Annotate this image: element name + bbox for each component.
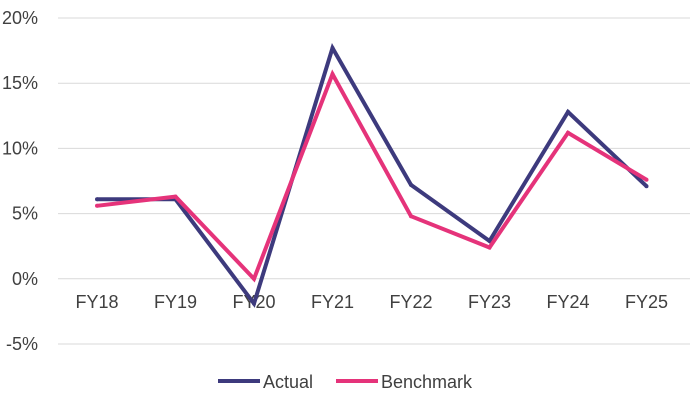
data-point-benchmark — [95, 203, 99, 208]
data-point-benchmark — [252, 276, 256, 281]
y-tick-label: 20% — [2, 8, 38, 28]
series-line-benchmark — [96, 69, 648, 283]
series-lines — [95, 43, 649, 308]
y-tick-label: 5% — [12, 204, 38, 224]
data-point-actual — [566, 109, 570, 114]
data-point-actual — [330, 45, 335, 50]
data-point-actual — [95, 197, 99, 202]
y-tick-label: 15% — [2, 73, 38, 93]
data-point-benchmark — [566, 130, 570, 135]
data-point-actual — [487, 238, 492, 243]
data-point-benchmark — [644, 177, 649, 182]
data-point-actual — [409, 182, 413, 187]
data-point-benchmark — [330, 72, 335, 77]
legend-label-benchmark: Benchmark — [381, 372, 473, 392]
x-tick-label: FY21 — [311, 292, 354, 312]
gridlines — [58, 17, 690, 345]
legend-label-actual: Actual — [263, 372, 313, 392]
data-point-actual — [252, 301, 256, 306]
y-tick-label: 0% — [12, 269, 38, 289]
data-point-actual — [644, 184, 649, 189]
x-tick-label: FY22 — [389, 292, 432, 312]
x-tick-label: FY24 — [546, 292, 589, 312]
x-tick-label: FY18 — [75, 292, 118, 312]
x-tick-label: FY19 — [154, 292, 197, 312]
x-tick-label: FY25 — [625, 292, 668, 312]
data-point-benchmark — [409, 214, 413, 219]
x-axis-tick-labels: FY18FY19FY20FY21FY22FY23FY24FY25 — [75, 292, 668, 312]
y-axis-tick-labels: 20% 15% 10% 5% 0% -5% — [2, 8, 38, 354]
series-line-actual — [97, 43, 648, 308]
legend: Actual Benchmark — [218, 372, 473, 392]
data-point-benchmark — [173, 194, 178, 199]
y-tick-label: -5% — [6, 334, 38, 354]
x-tick-label: FY23 — [468, 292, 511, 312]
y-tick-label: 10% — [2, 138, 38, 158]
data-point-benchmark — [487, 245, 492, 250]
